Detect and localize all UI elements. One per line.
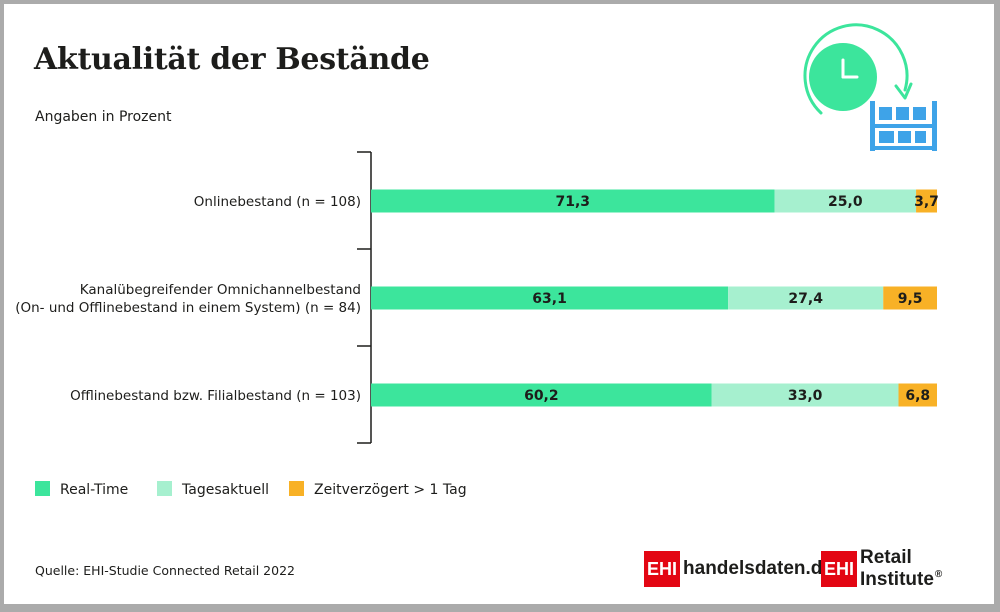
bar-tagesaktuell xyxy=(711,383,899,407)
legend-label: Real-Time xyxy=(60,482,128,498)
ehi-retail-institute-logo: EHI Retail Institute® xyxy=(821,547,994,591)
handelsdaten-text: handelsdaten.de xyxy=(683,558,833,579)
legend-swatch xyxy=(289,481,304,496)
bar-real-time xyxy=(371,383,712,407)
data-label: 3,7 xyxy=(914,194,939,210)
bar-zeitverz-gert-1-tag xyxy=(916,189,937,213)
data-label: 27,4 xyxy=(788,291,823,307)
data-label: 60,2 xyxy=(524,388,559,404)
legend-swatch xyxy=(157,481,172,496)
clock-and-warehouse-shelf-icon xyxy=(803,23,937,151)
category-label: Onlinebestand (n = 108) xyxy=(194,194,361,210)
bar-zeitverz-gert-1-tag xyxy=(898,383,937,407)
bar-real-time xyxy=(371,189,775,213)
category-label: Kanalübegreifender Omnichannelbestand xyxy=(80,282,361,298)
retail-institute-text: Retail Institute® xyxy=(860,547,994,591)
legend-label: Zeitverzögert > 1 Tag xyxy=(314,482,467,498)
ehi-logo-box: EHI xyxy=(644,551,681,587)
data-label: 25,0 xyxy=(828,194,863,210)
bar-real-time xyxy=(371,286,729,310)
data-label: 71,3 xyxy=(556,194,591,210)
retail-institute-label: Retail Institute xyxy=(860,547,934,590)
data-label: 63,1 xyxy=(532,291,567,307)
legend-swatch xyxy=(35,481,50,496)
bar-zeitverz-gert-1-tag xyxy=(883,286,937,310)
legend-label: Tagesaktuell xyxy=(181,482,269,498)
source-note: Quelle: EHI-Studie Connected Retail 2022 xyxy=(35,563,295,578)
bar-tagesaktuell xyxy=(774,189,917,213)
registered-mark: ® xyxy=(934,569,943,580)
bar-tagesaktuell xyxy=(728,286,884,310)
category-label: (On- und Offlinebestand in einem System)… xyxy=(15,300,361,316)
data-label: 33,0 xyxy=(788,388,823,404)
chart-title: Aktualität der Bestände xyxy=(34,42,430,77)
data-label: 9,5 xyxy=(898,291,923,307)
category-label: Offlinebestand bzw. Filialbestand (n = 1… xyxy=(70,388,361,404)
handelsdaten-logo: EHI handelsdaten.de xyxy=(644,550,833,588)
ehi-logo-box: EHI xyxy=(821,551,858,587)
chart-subtitle: Angaben in Prozent xyxy=(35,109,172,125)
data-label: 6,8 xyxy=(905,388,930,404)
